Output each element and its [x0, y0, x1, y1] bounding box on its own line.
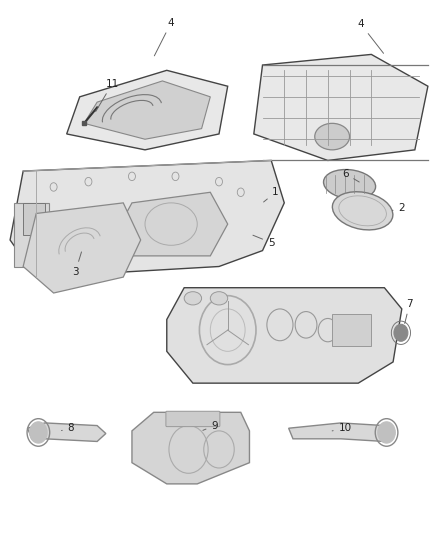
Polygon shape [28, 423, 106, 441]
FancyBboxPatch shape [166, 411, 220, 426]
Ellipse shape [210, 292, 228, 305]
Text: 2: 2 [392, 203, 405, 213]
Text: 11: 11 [95, 78, 119, 111]
Polygon shape [10, 160, 284, 277]
Polygon shape [167, 288, 402, 383]
Text: 5: 5 [253, 235, 275, 248]
Text: 8: 8 [61, 423, 74, 433]
Text: 4: 4 [154, 18, 174, 56]
Ellipse shape [315, 123, 350, 150]
Polygon shape [254, 54, 428, 160]
Text: 1: 1 [264, 187, 279, 202]
Text: 10: 10 [332, 423, 352, 433]
FancyBboxPatch shape [332, 314, 371, 346]
Circle shape [394, 324, 408, 341]
Circle shape [30, 422, 47, 443]
Polygon shape [67, 70, 228, 150]
Ellipse shape [324, 169, 376, 199]
Text: 9: 9 [203, 421, 218, 431]
Text: 3: 3 [72, 252, 81, 277]
Text: 4: 4 [357, 19, 384, 53]
Polygon shape [132, 413, 250, 484]
Ellipse shape [184, 292, 201, 305]
Circle shape [378, 422, 395, 443]
Text: 6: 6 [342, 169, 359, 182]
Polygon shape [84, 81, 210, 139]
Polygon shape [23, 203, 141, 293]
Ellipse shape [332, 192, 393, 230]
Polygon shape [115, 192, 228, 256]
Polygon shape [289, 423, 393, 441]
FancyBboxPatch shape [23, 203, 45, 235]
FancyBboxPatch shape [14, 203, 49, 266]
Text: 7: 7 [405, 298, 413, 324]
